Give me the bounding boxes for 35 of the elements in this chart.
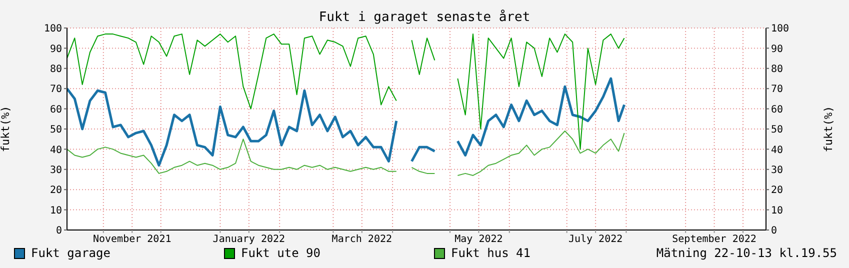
y2-tick-label: 10 — [771, 205, 784, 216]
x-tick-label: March 2022 — [332, 234, 392, 246]
y-tick-label: 70 — [50, 84, 62, 96]
y-tick-label: 50 — [50, 124, 62, 136]
y-tick-label: 30 — [50, 164, 62, 176]
y2-tick-label: 0 — [771, 226, 778, 237]
y2-tick-label: 90 — [771, 44, 784, 55]
legend-label: Fukt ute 90 — [241, 246, 320, 260]
legend-label: Fukt garage — [31, 246, 110, 260]
y-tick-label: 40 — [50, 144, 62, 156]
x-tick-label: September 2022 — [672, 234, 756, 246]
y-axis-title: fukt(%) — [0, 106, 12, 152]
y2-tick-label: 40 — [771, 144, 784, 156]
y2-tick-label: 80 — [771, 64, 784, 75]
y2-tick-label: 100 — [771, 24, 790, 35]
legend-label: Fukt hus 41 — [451, 246, 530, 260]
x-tick-label: January 2022 — [212, 234, 286, 246]
y-tick-label: 0 — [56, 226, 62, 237]
y2-tick-label: 20 — [771, 185, 784, 196]
y2-tick-label: 60 — [771, 104, 784, 116]
x-tick-label: November 2021 — [92, 234, 172, 246]
y-tick-label: 20 — [50, 185, 62, 196]
x-tick-label: May 2022 — [454, 234, 503, 246]
text: Mätning 22-10-13 kl.19.55 — [656, 246, 837, 260]
chart-title: Fukt i garaget senaste året — [318, 10, 532, 25]
y2-axis-title: fukt(%) — [822, 106, 835, 152]
y-tick-label: 10 — [50, 205, 62, 216]
x-tick-label: July 2022 — [568, 234, 623, 246]
y2-tick-label: 70 — [771, 84, 784, 96]
y-tick-label: 100 — [44, 24, 62, 35]
y-tick-label: 80 — [50, 64, 62, 75]
y2-tick-label: 30 — [771, 164, 784, 176]
y-tick-label: 90 — [50, 44, 62, 55]
y-tick-label: 60 — [50, 104, 62, 116]
y2-tick-label: 50 — [771, 124, 784, 136]
